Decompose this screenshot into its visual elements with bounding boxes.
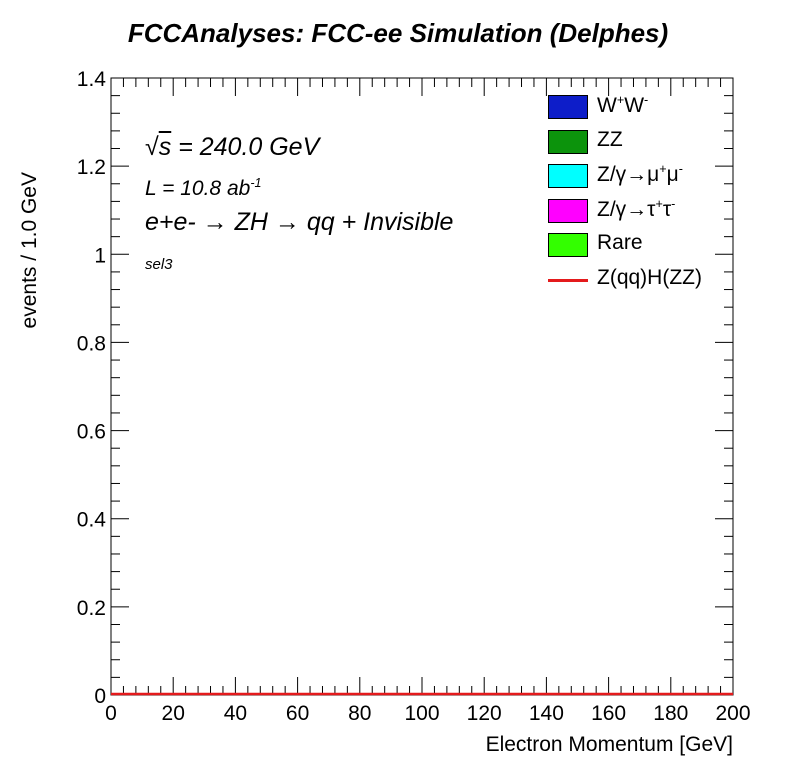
y-tick-label: 1 — [94, 244, 106, 267]
x-tick-label: 180 — [653, 702, 688, 725]
sqrt-s-annotation: √s = 240.0 GeV — [145, 133, 319, 162]
lumi-text: L = 10.8 ab — [145, 177, 251, 200]
legend-label-ztautau: Z/γ→τ+τ- — [597, 196, 676, 221]
legend-swatch-zmumu — [548, 164, 588, 188]
y-tick-label: 0.8 — [77, 332, 106, 355]
x-tick-label: 200 — [715, 702, 750, 725]
legend-line-signal — [548, 278, 588, 282]
x-tick-label: 20 — [162, 702, 185, 725]
y-tick-label: 0.6 — [77, 421, 106, 444]
legend-label-zmumu: Z/γ→μ+μ- — [597, 162, 683, 186]
x-axis-label: Electron Momentum [GeV] — [485, 733, 733, 756]
y-tick-label: 0.4 — [77, 509, 107, 532]
lumi-annotation: L = 10.8 ab-1 — [145, 176, 262, 201]
x-tick-label: 140 — [529, 702, 564, 725]
axis-tick-labels: 0 20 40 60 80 100 120 140 160 180 200 0 0.2 0.4 0.6 0.8… — [77, 68, 751, 725]
chart-title: FCCAnalyses: FCC-ee Simulation (Delphes) — [127, 18, 669, 48]
legend-swatch-zz — [548, 129, 588, 154]
legend-swatch-rare — [548, 233, 588, 257]
x-tick-label: 40 — [224, 702, 247, 725]
axis-ticks — [110, 77, 734, 696]
legend-swatch-ztautau — [548, 198, 588, 223]
lumi-sup: -1 — [250, 176, 262, 190]
y-tick-label: 0.2 — [77, 597, 106, 620]
legend-label-zz: ZZ — [597, 127, 623, 151]
x-tick-label: 100 — [404, 702, 439, 725]
x-tick-label: 160 — [591, 702, 626, 725]
legend-swatch-ww — [548, 95, 588, 119]
x-tick-label: 0 — [105, 702, 117, 725]
y-tick-label: 1.2 — [77, 156, 106, 179]
y-tick-label: 0 — [94, 685, 106, 708]
legend-label-ww: W+W- — [597, 93, 649, 117]
y-tick-label: 1.4 — [77, 68, 107, 91]
sqrt-s-value: = 240.0 GeV — [178, 133, 320, 161]
x-tick-label: 60 — [286, 702, 309, 725]
sqrt-s-symbol: √s — [145, 133, 172, 161]
x-tick-label: 120 — [467, 702, 502, 725]
legend-label-signal: Z(qq)H(ZZ) — [597, 265, 702, 289]
y-axis-label: events / 1.0 GeV — [18, 172, 41, 329]
legend-label-rare: Rare — [597, 231, 643, 254]
process-annotation: e+e- → ZH → qq + Invisible — [145, 208, 454, 236]
x-tick-label: 80 — [348, 702, 371, 725]
selection-annotation: sel3 — [145, 256, 173, 273]
